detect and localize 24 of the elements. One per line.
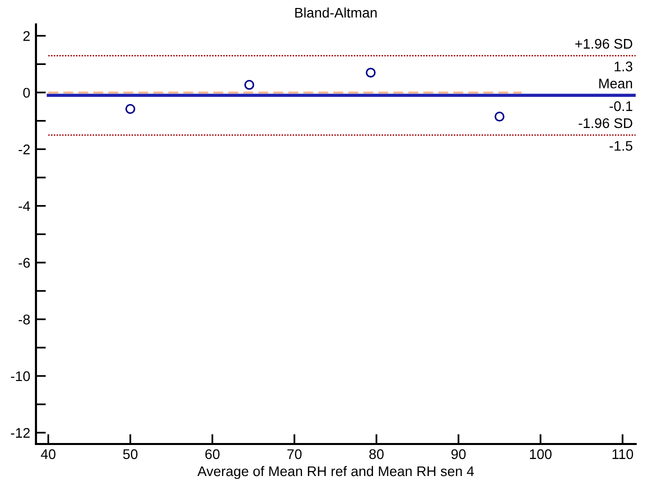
x-tick-label: 100 xyxy=(530,449,552,460)
ref-line-label: -1.96 SD xyxy=(578,118,632,128)
x-tick-label: 80 xyxy=(369,449,384,460)
x-tick-label: 110 xyxy=(612,449,634,460)
x-tick-label: 60 xyxy=(205,449,220,460)
x-tick-label: 70 xyxy=(287,449,302,460)
ref-line-label: Mean xyxy=(599,78,632,88)
x-axis-title: Average of Mean RH ref and Mean RH sen 4 xyxy=(197,466,474,479)
y-tick-label: -6 xyxy=(18,258,30,268)
x-tick-label: 40 xyxy=(40,449,56,460)
ref-line-label: +1.96 SD xyxy=(575,38,632,49)
x-tick-label: 50 xyxy=(123,449,138,460)
annotation: -1.5 xyxy=(610,141,632,151)
annotation: -0.1 xyxy=(610,101,632,112)
y-tick-label: -2 xyxy=(18,144,30,154)
y-tick-label: -10 xyxy=(10,371,30,382)
y-tick-label: -4 xyxy=(18,201,30,211)
y-tick-label: 2 xyxy=(23,31,30,41)
y-tick-label: 0 xyxy=(23,88,30,98)
y-tick-label: -8 xyxy=(18,314,30,324)
x-tick-label: 90 xyxy=(451,449,466,460)
y-tick-label: -12 xyxy=(10,428,30,438)
chart-title: Bland-Altman xyxy=(295,7,377,18)
annotation: 1.3 xyxy=(614,62,632,72)
